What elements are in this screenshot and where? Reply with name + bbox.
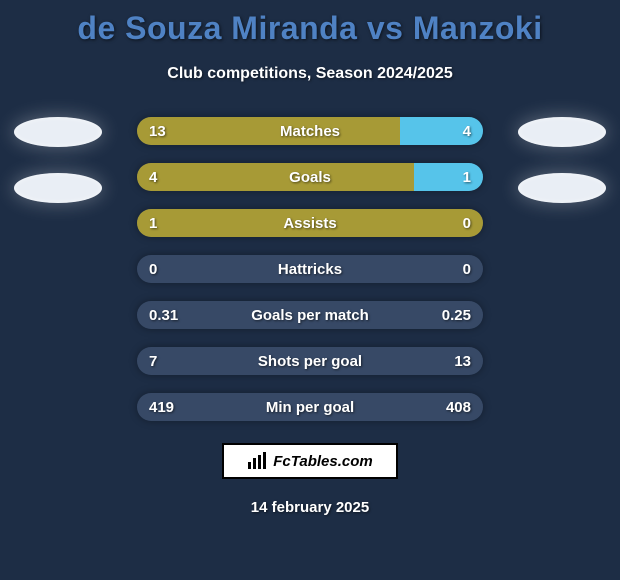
watermark: FcTables.com bbox=[222, 443, 398, 479]
stat-label: Goals bbox=[137, 163, 483, 191]
player2-value: 4 bbox=[463, 117, 471, 145]
stat-bar: 0 Hattricks 0 bbox=[137, 255, 483, 283]
player2-badge-placeholders bbox=[512, 117, 612, 203]
stat-bars: 13 Matches 4 4 Goals 1 1 Assists bbox=[137, 117, 483, 421]
stat-bar: 7 Shots per goal 13 bbox=[137, 347, 483, 375]
stat-label: Shots per goal bbox=[137, 347, 483, 375]
ellipse-icon bbox=[14, 173, 102, 203]
player2-value: 0.25 bbox=[442, 301, 471, 329]
comparison-title: de Souza Miranda vs Manzoki bbox=[0, 0, 620, 47]
ellipse-icon bbox=[518, 173, 606, 203]
player2-value: 13 bbox=[454, 347, 471, 375]
stat-bar: 4 Goals 1 bbox=[137, 163, 483, 191]
ellipse-icon bbox=[518, 117, 606, 147]
watermark-text: FcTables.com bbox=[273, 453, 372, 470]
stat-label: Min per goal bbox=[137, 393, 483, 421]
footer-date: 14 february 2025 bbox=[0, 499, 620, 516]
stat-label: Goals per match bbox=[137, 301, 483, 329]
stat-label: Assists bbox=[137, 209, 483, 237]
chart-area: 13 Matches 4 4 Goals 1 1 Assists bbox=[0, 117, 620, 417]
stat-bar: 419 Min per goal 408 bbox=[137, 393, 483, 421]
stat-bar: 1 Assists 0 bbox=[137, 209, 483, 237]
player2-value: 408 bbox=[446, 393, 471, 421]
stat-label: Hattricks bbox=[137, 255, 483, 283]
stat-bar: 0.31 Goals per match 0.25 bbox=[137, 301, 483, 329]
chart-logo-icon bbox=[247, 452, 267, 470]
stat-bar: 13 Matches 4 bbox=[137, 117, 483, 145]
player2-value: 1 bbox=[463, 163, 471, 191]
page-root: de Souza Miranda vs Manzoki Club competi… bbox=[0, 0, 620, 580]
ellipse-icon bbox=[14, 117, 102, 147]
comparison-subtitle: Club competitions, Season 2024/2025 bbox=[0, 65, 620, 83]
player2-value: 0 bbox=[463, 255, 471, 283]
player1-badge-placeholders bbox=[8, 117, 108, 203]
stat-label: Matches bbox=[137, 117, 483, 145]
player2-value: 0 bbox=[463, 209, 471, 237]
